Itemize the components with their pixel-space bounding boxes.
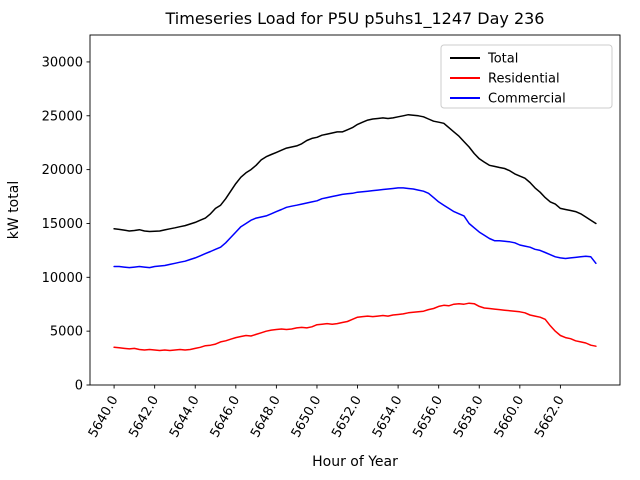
plot-area: 0 5000 10000 15000 20000 25000 30000 5640.0 5642… <box>42 34 621 441</box>
axes-frame <box>89 34 621 386</box>
x-tick-label: 5646.0 <box>208 394 244 441</box>
x-tick-label: 5652.0 <box>329 394 365 441</box>
x-tick-label: 5656.0 <box>410 394 446 441</box>
legend-box <box>440 44 613 109</box>
legend-label-residential: Residential <box>488 72 560 87</box>
x-tick-label: 5640.0 <box>86 394 122 441</box>
series-line-total <box>113 113 597 233</box>
x-tick-label: 5662.0 <box>532 394 568 441</box>
x-tick-label: 5658.0 <box>451 394 487 441</box>
y-tick-label: 0 <box>75 379 83 394</box>
y-tick-label: 10000 <box>42 271 83 286</box>
x-tick-label: 5660.0 <box>492 394 528 441</box>
legend-label-total: Total <box>487 52 518 67</box>
y-tick-label: 5000 <box>50 325 83 340</box>
x-tick-label: 5648.0 <box>248 394 284 441</box>
y-tick-label: 20000 <box>42 163 83 178</box>
x-tick-label: 5644.0 <box>167 394 203 441</box>
y-axis-label: kW total <box>6 181 22 239</box>
series-line-commercial <box>113 187 597 269</box>
x-tick-label: 5650.0 <box>289 394 325 441</box>
x-tick-label: 5654.0 <box>370 394 406 441</box>
y-tick-label: 30000 <box>42 55 83 70</box>
legend-label-commercial: Commercial <box>488 92 566 107</box>
x-axis-label: Hour of Year <box>312 454 398 470</box>
y-tick-label: 25000 <box>42 109 83 124</box>
x-tick-label: 5642.0 <box>126 394 162 441</box>
series-line-residential <box>113 302 597 352</box>
chart-title: Timeseries Load for P5U p5uhs1_1247 Day … <box>165 9 545 29</box>
y-tick-label: 15000 <box>42 217 83 232</box>
